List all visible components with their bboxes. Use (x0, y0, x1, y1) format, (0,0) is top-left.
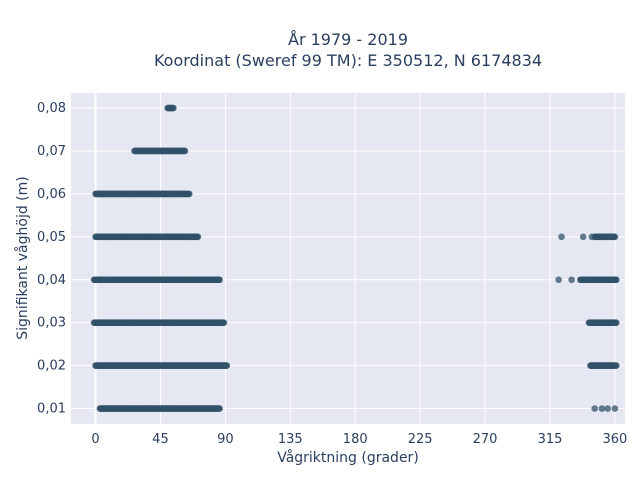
data-point (99, 190, 107, 198)
x-tick-label: 180 (343, 432, 368, 447)
y-tick-label: 0,03 (37, 316, 66, 331)
grid-lines (71, 93, 625, 424)
chart-title-line1: År 1979 - 2019 (288, 30, 408, 49)
data-point (611, 233, 619, 241)
x-tick-label: 45 (152, 432, 169, 447)
data-point (613, 319, 620, 326)
data-point (598, 405, 606, 412)
data-point (604, 405, 611, 412)
data-point (611, 405, 619, 412)
y-tick-label: 0,02 (37, 359, 66, 374)
data-point (613, 362, 620, 369)
data-point (591, 405, 598, 412)
y-tick-label: 0,01 (37, 402, 66, 417)
tick-labels: 0 45 90 135 180 225 270 315 360 0,01 0,02 0,03 0,04 0… (37, 101, 627, 447)
y-tick-label: 0,04 (37, 273, 66, 288)
data-point (613, 276, 620, 284)
x-tick-label: 315 (538, 432, 563, 447)
chart-title-line2: Koordinat (Sweref 99 TM): E 350512, N 61… (154, 51, 542, 70)
y-tick-label: 0,05 (37, 230, 66, 245)
data-point (558, 233, 565, 241)
x-tick-label: 360 (602, 432, 627, 447)
x-tick-label: 225 (408, 432, 433, 447)
data-points (90, 104, 620, 412)
data-point (194, 233, 202, 241)
data-point (216, 405, 223, 412)
data-point (220, 319, 228, 326)
y-tick-label: 0,07 (37, 144, 66, 159)
data-point (181, 147, 189, 155)
x-tick-label: 90 (217, 432, 234, 447)
x-tick-label: 0 (91, 432, 99, 447)
y-tick-label: 0,08 (37, 101, 66, 116)
x-tick-label: 270 (473, 432, 498, 447)
data-point (579, 233, 587, 241)
data-point (223, 362, 231, 369)
data-point (170, 104, 177, 112)
data-point (588, 233, 596, 241)
data-point (216, 276, 223, 284)
data-point (555, 276, 562, 284)
y-axis-title: Signifikant våghöjd (m) (14, 176, 31, 339)
x-axis-title: Vågriktning (grader) (277, 449, 419, 466)
plot-area (71, 93, 625, 424)
x-tick-label: 135 (278, 432, 303, 447)
data-point (568, 276, 575, 284)
y-tick-label: 0,06 (37, 187, 66, 202)
data-point (186, 190, 193, 198)
